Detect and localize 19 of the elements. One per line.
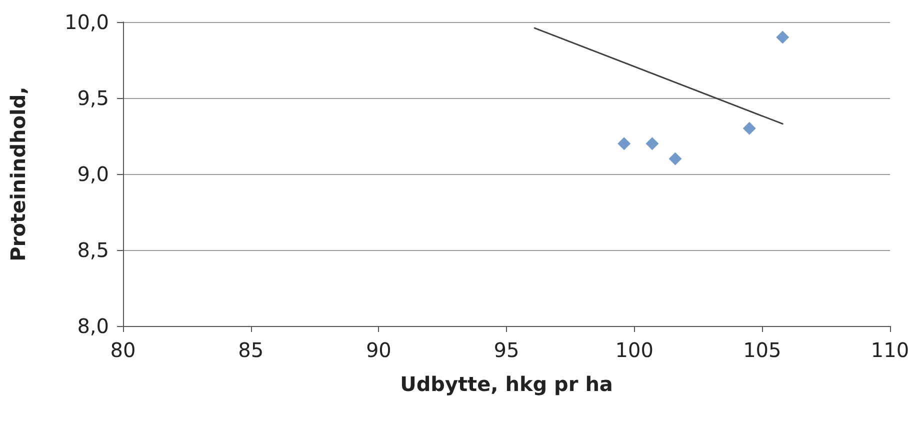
- point: [618, 137, 631, 150]
- x-tick-label: 100: [615, 338, 654, 362]
- x-tick-label: 85: [238, 338, 264, 362]
- y-tick-label: 9,0: [77, 162, 109, 186]
- x-axis-title: Udbytte, hkg pr ha: [400, 372, 613, 396]
- x-tick-label: 80: [110, 338, 136, 362]
- y-tick-label: 8,5: [77, 238, 109, 262]
- y-tick-label: 8,0: [77, 314, 109, 338]
- y-tick-label: 9,5: [77, 86, 109, 110]
- x-tick-label: 90: [366, 338, 392, 362]
- point: [668, 152, 682, 166]
- point: [646, 137, 659, 150]
- point: [776, 30, 790, 44]
- y-axis-title: Proteinindhold,: [6, 86, 30, 262]
- x-tick-label: 95: [494, 338, 520, 362]
- x-tick-label: 110: [870, 338, 910, 362]
- x-tick-label: 105: [743, 338, 782, 362]
- point: [742, 122, 756, 135]
- y-tick-label: 10,0: [64, 10, 109, 34]
